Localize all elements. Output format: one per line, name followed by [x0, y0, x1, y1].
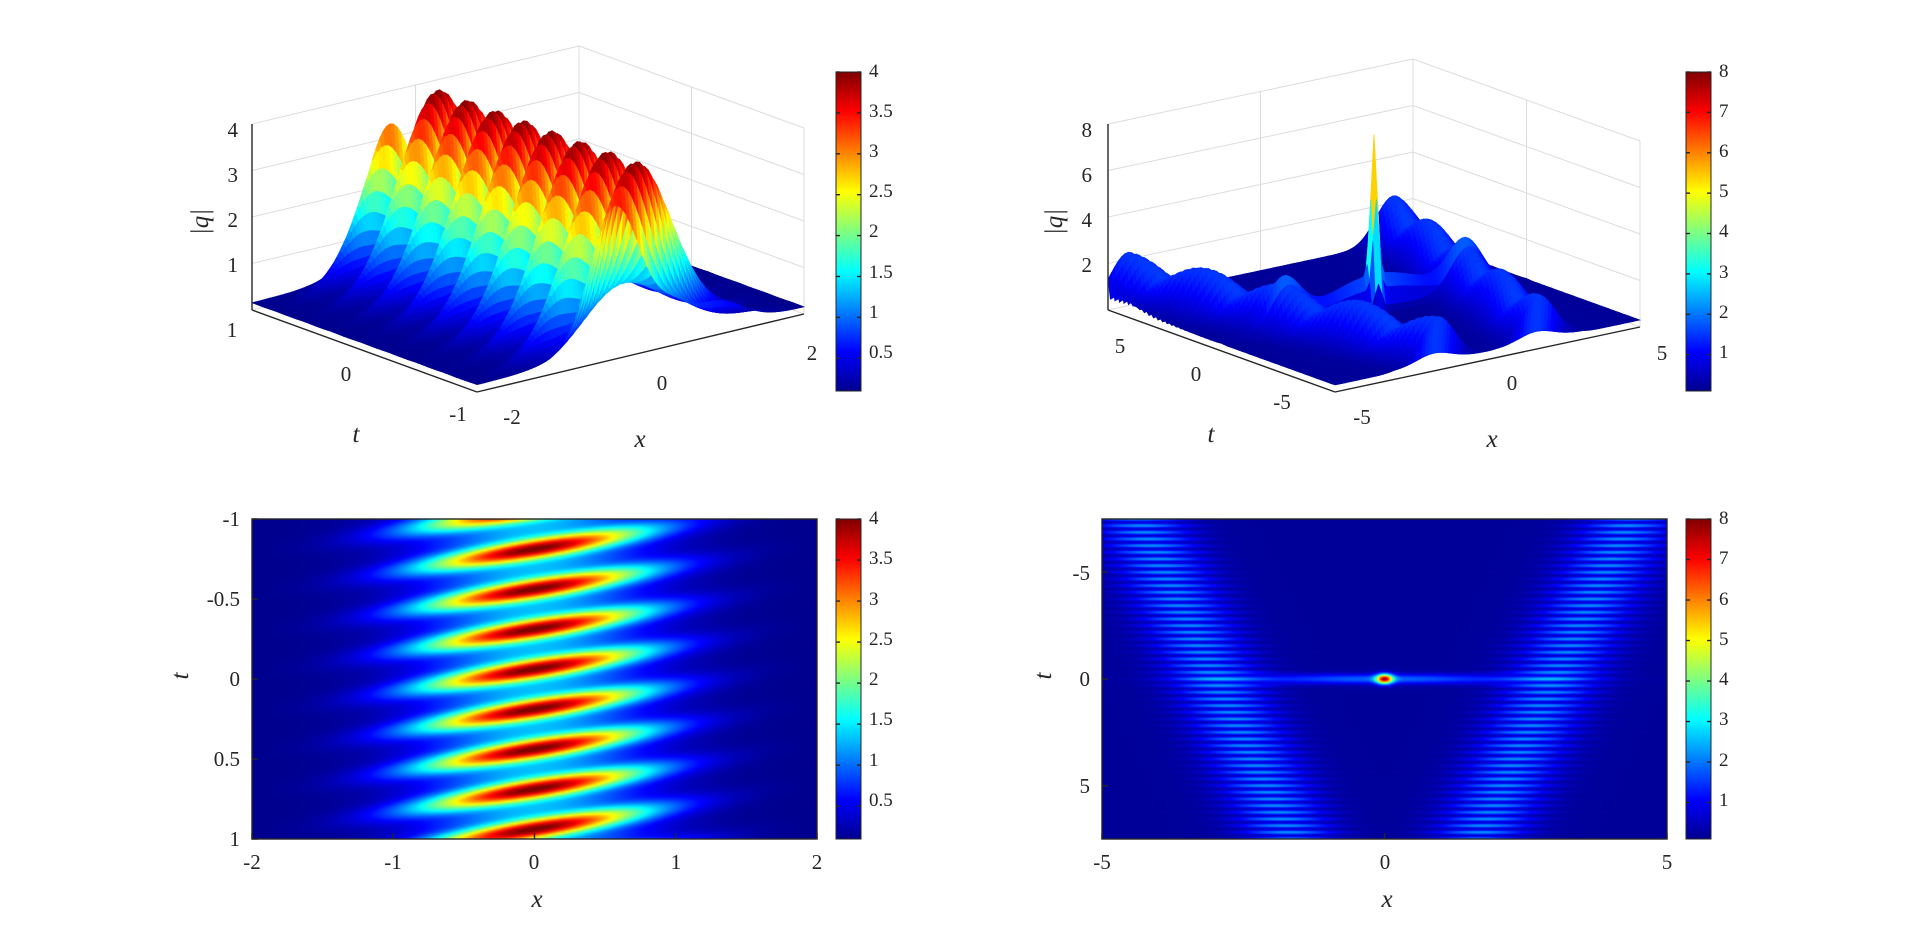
surface-plot-top-left: |q| t x 1 2 3 4 1 0 -1 -2 0 2	[187, 45, 817, 453]
back-wall-grid	[251, 45, 805, 129]
surface-top-left	[251, 89, 806, 386]
